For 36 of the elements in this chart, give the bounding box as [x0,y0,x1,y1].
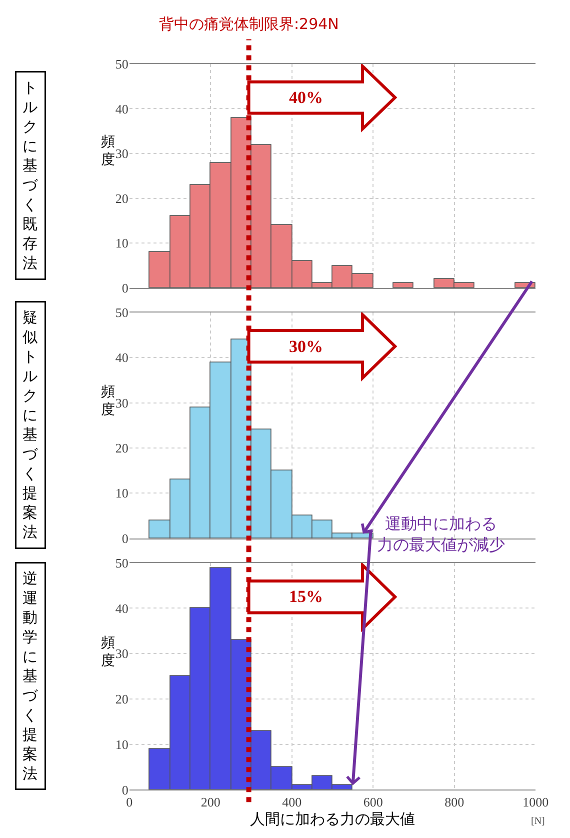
y-tick-label: 30 [115,646,128,662]
y-axis-title: 頻度 [101,635,115,670]
x-axis-title: 人間に加わる力の最大値 [250,810,415,828]
y-tick-label: 40 [115,600,128,616]
y-tick-label: 0 [122,782,128,798]
y-tick-label: 20 [115,190,128,206]
chart-title: トルクに基づく既存法 [22,78,38,272]
y-tick-label: 50 [115,555,128,570]
y-tick-label: 10 [115,736,128,752]
y-tick-label: 10 [115,236,128,251]
annotation: 30% [289,337,323,356]
x-tick-label: 1000 [522,794,549,810]
y-axis-title: 頻度 [101,384,115,418]
y-tick-label: 0 [122,280,128,296]
chart-title: 疑似トルクに基づく提案法 [22,308,38,541]
annotation: 40% [289,88,323,107]
y-tick-label: 0 [122,530,128,546]
x-tick-label: 600 [363,794,383,810]
text: [N] [531,816,545,827]
y-tick-label: 30 [115,395,128,410]
y-tick-label: 20 [115,692,128,707]
y-tick-label: 50 [115,304,128,320]
ref-line-label: 背中の痛覚体制限界:294N [159,15,339,33]
y-tick-label: 50 [115,56,128,72]
chart-title: 逆運動学に基づく提案法 [22,570,38,782]
y-tick-label: 30 [115,146,128,162]
x-tick-label: 400 [282,794,302,810]
y-axis-title: 頻度 [101,134,115,168]
x-tick-label: 800 [444,794,464,810]
y-tick-label: 40 [115,101,128,116]
y-tick-label: 10 [115,486,128,501]
annotation: 15% [289,587,323,606]
x-tick-label: 200 [200,794,220,810]
y-tick-label: 40 [115,350,128,366]
y-tick-label: 20 [115,440,128,456]
annotation: 運動中に加わる力の最大値が減少 [377,514,505,554]
